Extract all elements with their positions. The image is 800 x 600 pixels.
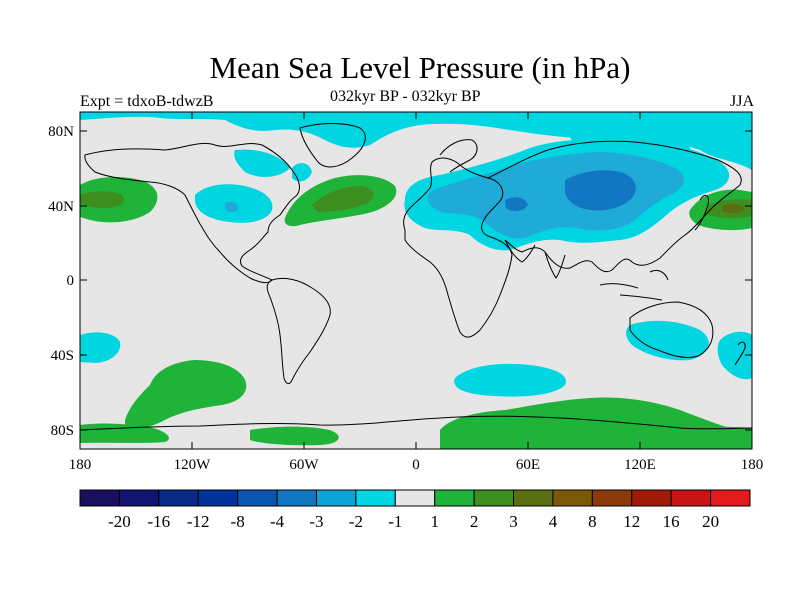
map-title: Mean Sea Level Pressure (in hPa) <box>209 50 631 85</box>
colorbar-swatch <box>394 489 436 507</box>
antarctic-positive-east <box>678 426 752 449</box>
colorbar-swatch <box>158 489 199 507</box>
south-atlantic-cyan-region <box>454 363 566 397</box>
antarctic-positive-mid <box>250 426 339 446</box>
south-america-coast <box>266 277 331 384</box>
lon-label: 180 <box>69 457 92 473</box>
colorbar-swatch <box>276 489 317 507</box>
scandinavia-coast <box>439 139 478 173</box>
arctic-cyan-lobe-2 <box>234 149 290 177</box>
colorbar-swatch <box>552 489 593 507</box>
map-field <box>80 112 752 449</box>
lat-label: 80S <box>51 423 74 439</box>
colorbar-swatch <box>315 489 357 507</box>
lon-label: 180 <box>741 457 764 473</box>
colorbar-swatch <box>118 489 160 507</box>
south-atlantic-positive <box>440 397 752 449</box>
lon-label: 60W <box>289 457 319 473</box>
antarctica-coast <box>80 415 752 431</box>
colorbar-label: -3 <box>309 512 323 531</box>
eurasia-blue-core-2 <box>505 197 528 212</box>
colorbar-swatch <box>473 489 515 507</box>
colorbar-label: 4 <box>549 512 558 531</box>
greenland-coast <box>299 123 366 168</box>
season-label: JJA <box>729 93 754 110</box>
lon-label: 120E <box>624 457 656 473</box>
colorbar-label: -12 <box>187 512 210 531</box>
colorbar-swatch <box>670 489 712 507</box>
coastlines <box>80 123 752 431</box>
colorbar-swatch <box>434 489 475 507</box>
colorbar-label: -8 <box>231 512 245 531</box>
japan-coast <box>694 194 709 231</box>
colorbar-label: -20 <box>108 512 131 531</box>
lat-label: 40S <box>51 348 74 364</box>
tasman-cyan-region <box>717 331 752 380</box>
lon-label: 60E <box>516 457 540 473</box>
colorbar-label: 12 <box>623 512 640 531</box>
colorbar-swatch <box>631 489 672 507</box>
map-axes: 80N 40N 0 40S 80S 180 120W 60W 0 60E 120E 180 <box>48 112 763 473</box>
north-america-coast <box>84 142 300 284</box>
antarctic-positive-west <box>80 423 169 443</box>
colorbar-swatch <box>591 489 633 507</box>
new-zealand-coast <box>734 341 746 366</box>
colorbar-label: 8 <box>588 512 597 531</box>
colorbar: -20 -16 -12 -8 -4 -3 -2 -1 1 2 3 4 8 12 16 20 <box>79 489 751 531</box>
colorbar-swatch <box>237 489 278 507</box>
colorbar-swatch <box>197 489 239 507</box>
experiment-label: Expt = tdxoB-tdwzB <box>80 93 214 110</box>
lon-label: 0 <box>412 457 420 473</box>
north-america-lightblue-spot <box>224 201 239 213</box>
indonesia-coast <box>599 269 669 301</box>
lat-label: 80N <box>48 124 74 140</box>
north-pacific-west-peak <box>722 203 744 214</box>
colorbar-label: -1 <box>388 512 402 531</box>
colorbar-label: 3 <box>509 512 518 531</box>
colorbar-swatch <box>355 489 396 507</box>
colorbar-swatch <box>79 489 120 507</box>
colorbar-swatch <box>513 489 554 507</box>
lat-label: 40N <box>48 199 74 215</box>
colorbar-label: -16 <box>147 512 170 531</box>
south-pacific-positive <box>125 360 247 429</box>
colorbar-label: 20 <box>702 512 719 531</box>
australia-coast <box>629 301 714 358</box>
arctic-negative-anomaly <box>80 112 752 170</box>
colorbar-label: -2 <box>349 512 363 531</box>
colorbar-label: 2 <box>470 512 479 531</box>
colorbar-label: 16 <box>663 512 680 531</box>
colorbar-label: 1 <box>430 512 439 531</box>
north-pacific-east-core <box>80 191 125 208</box>
eurasia-blue-core <box>565 170 636 211</box>
lon-label: 120W <box>174 457 212 473</box>
colorbar-swatch <box>710 489 751 507</box>
europe-africa-coast <box>403 157 513 338</box>
period-label: 032kyr BP - 032kyr BP <box>330 88 481 105</box>
colorbar-label: -4 <box>270 512 285 531</box>
lat-label: 0 <box>67 273 75 289</box>
arabia-india-coast <box>504 239 566 279</box>
south-pacific-cyan-region <box>80 332 121 363</box>
south-indian-cyan-region <box>626 320 709 361</box>
asia-coast <box>487 140 742 273</box>
north-atlantic-core <box>312 186 374 212</box>
